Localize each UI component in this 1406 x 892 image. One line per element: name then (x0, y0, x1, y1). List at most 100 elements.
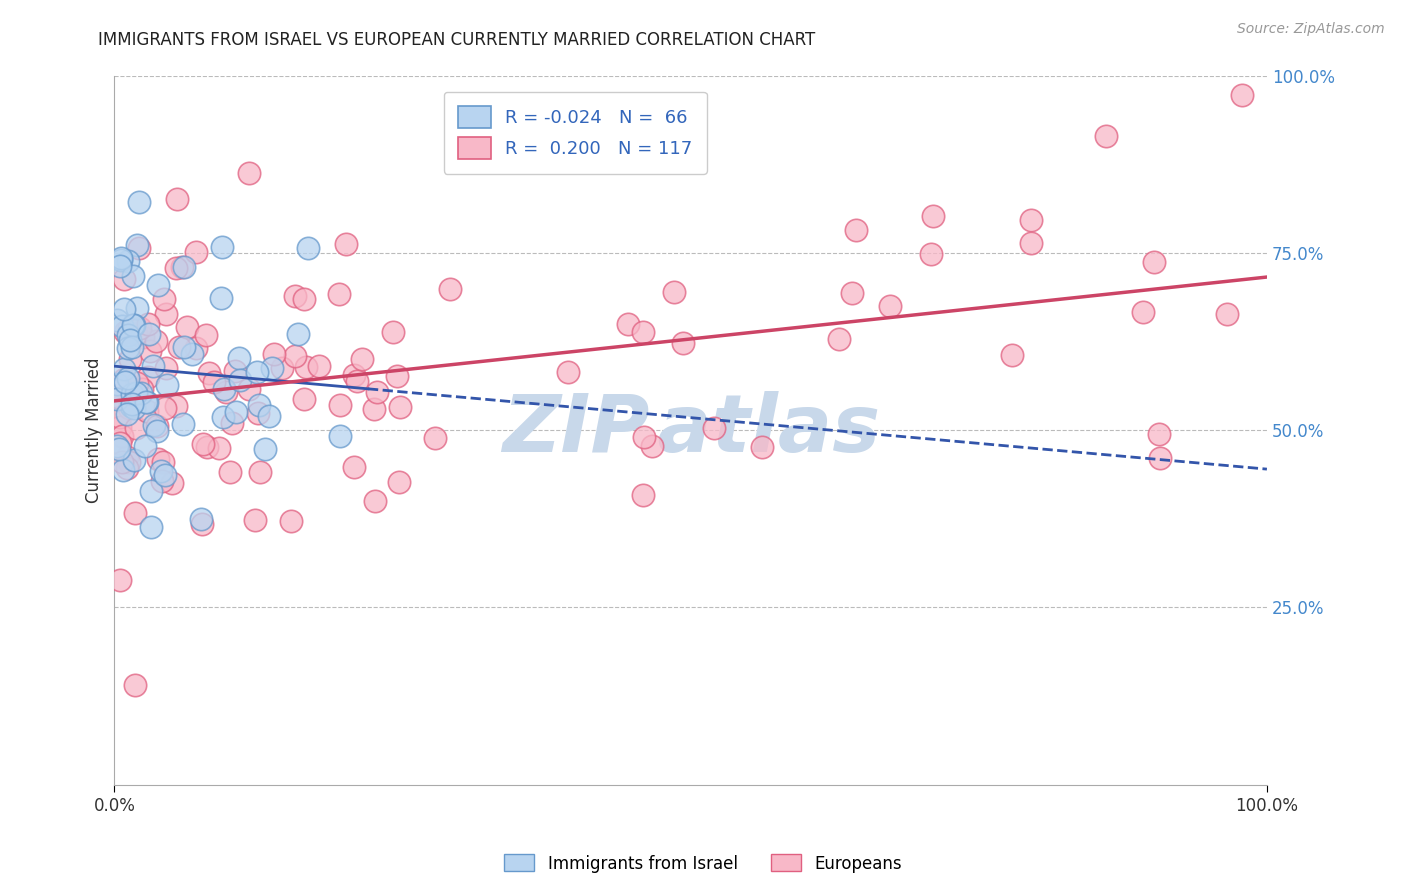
Point (108, 378, 131, 392)
Point (221, 416, 243, 430)
Point (125, 376, 148, 390)
Point (117, 341, 139, 355)
Point (118, 321, 141, 335)
Point (128, 320, 150, 334)
Point (122, 318, 145, 332)
Point (135, 404, 157, 418)
Point (703, 421, 725, 435)
Point (671, 336, 693, 351)
Point (172, 260, 194, 274)
Point (114, 375, 136, 389)
Point (142, 359, 165, 373)
Point (346, 374, 368, 388)
Point (845, 223, 868, 237)
Point (152, 292, 174, 306)
Point (117, 327, 139, 342)
Point (124, 506, 146, 520)
Point (115, 407, 138, 421)
Point (138, 327, 160, 342)
Point (120, 400, 142, 414)
Point (131, 382, 153, 396)
Point (920, 247, 942, 261)
Point (439, 282, 461, 296)
Point (1143, 255, 1166, 269)
Point (751, 441, 773, 455)
Point (260, 361, 283, 376)
Point (124, 401, 146, 415)
Point (662, 285, 685, 299)
Point (1019, 235, 1042, 250)
Text: Source: ZipAtlas.com: Source: ZipAtlas.com (1237, 22, 1385, 37)
Point (108, 419, 131, 434)
Point (425, 431, 447, 445)
Point (209, 292, 232, 306)
Point (155, 401, 177, 415)
Point (111, 429, 134, 443)
Point (107, 442, 129, 457)
Point (225, 405, 247, 419)
Point (363, 402, 385, 417)
Point (364, 494, 387, 508)
Point (180, 347, 202, 361)
Point (127, 301, 149, 315)
Point (335, 236, 357, 251)
Point (112, 302, 135, 317)
Point (150, 475, 173, 489)
Point (633, 429, 655, 443)
Point (641, 440, 664, 454)
Point (128, 240, 150, 254)
Point (190, 512, 212, 526)
Point (131, 330, 153, 344)
Point (184, 244, 207, 259)
Point (141, 520, 163, 534)
Point (124, 452, 146, 467)
Point (112, 372, 135, 386)
Point (105, 377, 128, 392)
Point (270, 361, 292, 376)
Point (195, 328, 218, 343)
Point (292, 392, 315, 407)
Y-axis label: Currently Married: Currently Married (86, 358, 103, 503)
Point (121, 397, 143, 411)
Point (145, 334, 167, 348)
Point (297, 241, 319, 255)
Point (343, 368, 366, 383)
Point (118, 401, 141, 416)
Point (108, 392, 131, 406)
Point (1001, 348, 1024, 362)
Point (284, 289, 307, 303)
Point (388, 400, 411, 414)
Point (128, 194, 150, 209)
Point (114, 325, 136, 339)
Point (254, 442, 277, 456)
Point (1094, 128, 1116, 143)
Point (122, 318, 145, 333)
Point (112, 463, 135, 477)
Point (280, 514, 302, 528)
Point (108, 259, 131, 273)
Point (1149, 450, 1171, 465)
Point (156, 377, 179, 392)
Point (125, 386, 148, 401)
Point (329, 398, 352, 412)
Point (247, 398, 270, 412)
Point (108, 381, 131, 395)
Point (287, 326, 309, 341)
Point (343, 460, 366, 475)
Point (146, 278, 169, 293)
Point (295, 360, 318, 375)
Point (105, 312, 128, 326)
Point (150, 464, 173, 478)
Point (124, 678, 146, 692)
Point (135, 394, 157, 409)
Point (136, 394, 159, 409)
Point (121, 387, 143, 401)
Point (1230, 88, 1253, 103)
Point (292, 292, 315, 306)
Point (110, 252, 132, 267)
Point (202, 375, 225, 389)
Point (246, 406, 269, 420)
Point (224, 364, 246, 378)
Point (1215, 307, 1237, 321)
Point (111, 319, 134, 334)
